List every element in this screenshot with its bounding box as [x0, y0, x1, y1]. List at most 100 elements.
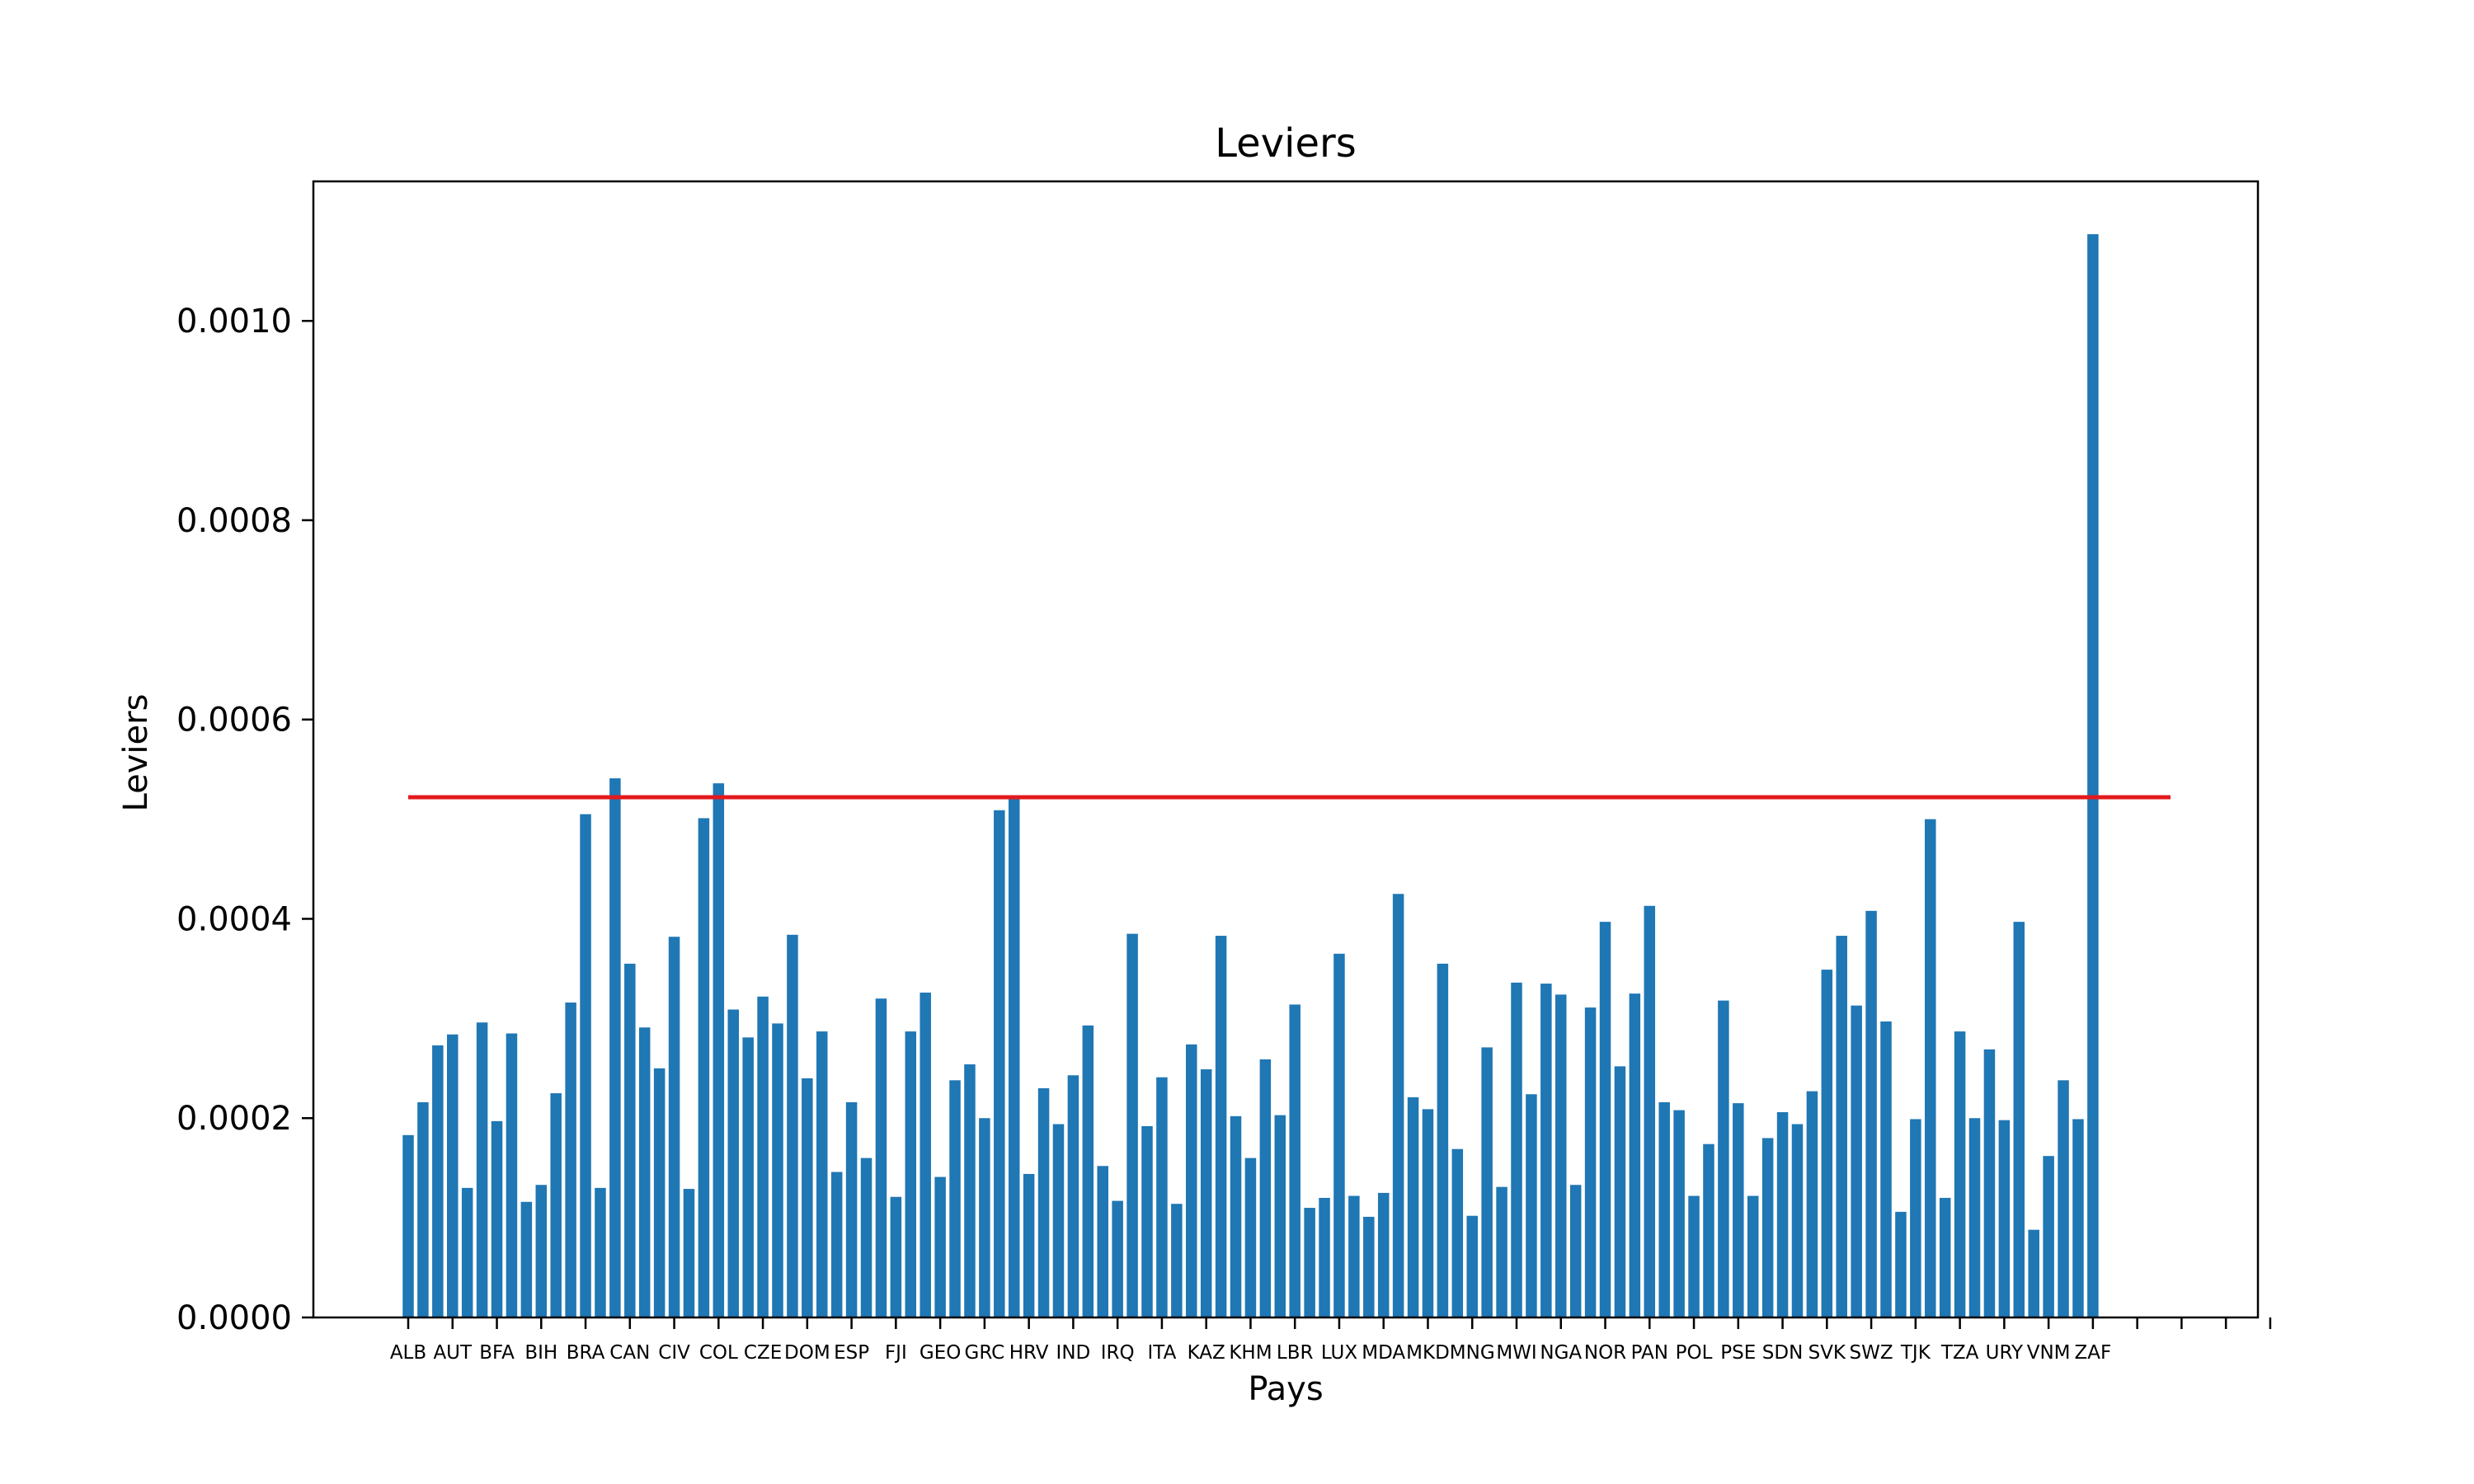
bar — [1526, 1094, 1537, 1317]
x-tick-label: BFA — [479, 1342, 515, 1364]
x-tick-label: ESP — [834, 1342, 869, 1364]
bar — [1481, 1047, 1493, 1317]
bar — [402, 1134, 414, 1317]
bar — [698, 818, 710, 1317]
x-tick-label: KHM — [1229, 1342, 1272, 1364]
bar — [1880, 1021, 1892, 1317]
bar — [1244, 1158, 1257, 1317]
bar — [1983, 1049, 1996, 1317]
bar — [1673, 1110, 1685, 1317]
bar — [1008, 796, 1020, 1317]
x-tick-label: SVK — [1808, 1342, 1846, 1364]
bar — [1333, 953, 1345, 1317]
bar — [1348, 1195, 1360, 1317]
x-tick-label: MWI — [1496, 1342, 1536, 1364]
x-tick-label: AUT — [433, 1342, 473, 1364]
bar — [713, 783, 725, 1317]
bar — [447, 1034, 459, 1317]
bar — [1555, 994, 1567, 1317]
x-tick-label: FJI — [885, 1342, 907, 1364]
bar — [1791, 1124, 1804, 1317]
bar — [653, 1068, 666, 1317]
bar — [949, 1080, 961, 1317]
x-tick-label: KAZ — [1188, 1342, 1225, 1364]
bar — [1126, 933, 1138, 1317]
x-tick-label: MDA — [1362, 1342, 1405, 1364]
bar — [638, 1027, 651, 1317]
x-axis-label: Pays — [1248, 1370, 1323, 1408]
bar — [1466, 1215, 1478, 1317]
bar — [934, 1176, 946, 1317]
bar — [491, 1120, 503, 1317]
bar — [1037, 1087, 1050, 1317]
x-tick-label: NGA — [1540, 1342, 1582, 1364]
x-tick-label: GEO — [920, 1342, 961, 1364]
bar — [595, 1187, 606, 1317]
bar — [2028, 1229, 2039, 1317]
bar — [580, 814, 591, 1317]
bar — [1437, 963, 1449, 1317]
bar — [461, 1187, 473, 1317]
bar — [1112, 1200, 1123, 1317]
bar — [2013, 922, 2025, 1317]
bar — [1939, 1197, 1951, 1317]
bar — [1540, 984, 1552, 1317]
x-tick-label: NOR — [1584, 1342, 1626, 1364]
bar — [2043, 1156, 2054, 1317]
bar — [994, 810, 1005, 1317]
x-tick-label: SDN — [1762, 1342, 1804, 1364]
bar — [830, 1172, 843, 1317]
bar — [476, 1022, 488, 1317]
bar — [1496, 1186, 1507, 1317]
bar — [1304, 1208, 1315, 1317]
bar — [1761, 1138, 1774, 1317]
bar — [875, 998, 887, 1317]
x-tick-label: SWZ — [1850, 1342, 1893, 1364]
bar — [1377, 1192, 1390, 1317]
bar — [1599, 922, 1611, 1317]
bar — [1925, 819, 1936, 1317]
bar — [1392, 894, 1404, 1317]
bar — [520, 1201, 533, 1317]
bar — [2072, 1119, 2084, 1317]
x-tick-label: LUX — [1321, 1342, 1358, 1364]
y-tick-label: 0.0010 — [176, 303, 292, 340]
bar — [1865, 910, 1877, 1317]
x-tick-label: ITA — [1148, 1342, 1177, 1364]
bar — [609, 778, 621, 1317]
bar — [2087, 234, 2099, 1317]
bar — [1895, 1211, 1907, 1317]
x-tick-label: URY — [1986, 1342, 2024, 1364]
bars-group — [402, 234, 2099, 1317]
bar — [432, 1045, 444, 1317]
bar — [1141, 1125, 1153, 1317]
bar — [802, 1078, 813, 1317]
bar — [683, 1189, 695, 1317]
chart-title: Leviers — [1215, 120, 1356, 167]
bar — [742, 1037, 754, 1317]
y-axis-label: Leviers — [117, 694, 155, 812]
bar — [920, 992, 931, 1317]
bar — [1215, 936, 1227, 1317]
bar — [624, 963, 636, 1317]
x-tick-label: CAN — [609, 1342, 650, 1364]
bar — [905, 1031, 917, 1317]
y-tick-label: 0.0004 — [176, 900, 292, 938]
x-tick-label: MKD — [1406, 1342, 1450, 1364]
bar — [1954, 1031, 1966, 1317]
plot-frame — [312, 180, 2260, 1319]
x-tick-label: LBR — [1277, 1342, 1314, 1364]
bar — [1259, 1059, 1272, 1317]
x-tick-label: PAN — [1631, 1342, 1668, 1364]
bar — [1363, 1216, 1375, 1317]
bar — [1629, 993, 1641, 1317]
bar — [1806, 1091, 1818, 1317]
bar — [1289, 1004, 1300, 1317]
bar — [772, 1023, 783, 1317]
bar — [565, 1003, 576, 1317]
x-tick-label: POL — [1676, 1342, 1713, 1364]
x-tick-label: PSE — [1720, 1342, 1756, 1364]
bar — [787, 934, 798, 1317]
x-tick-label: IND — [1056, 1342, 1091, 1364]
